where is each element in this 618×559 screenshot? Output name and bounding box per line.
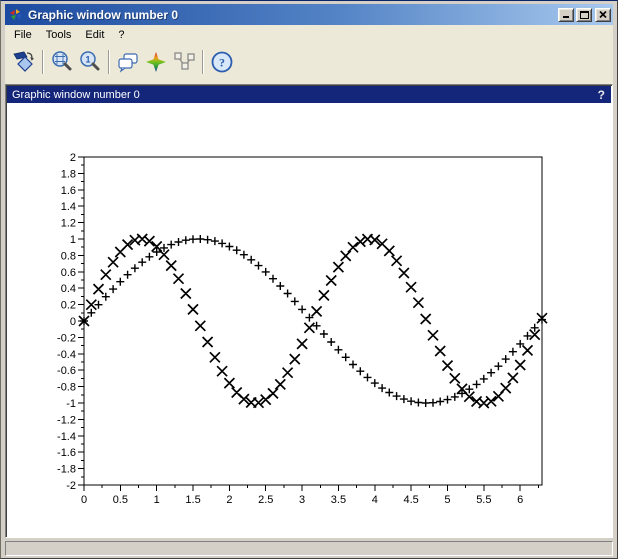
zoom-reset-icon: 1 bbox=[80, 51, 100, 71]
speech-bubbles-icon bbox=[118, 53, 138, 73]
svg-text:-0.2: -0.2 bbox=[57, 332, 76, 344]
scilab-app-icon bbox=[10, 8, 22, 20]
figure-editor-button[interactable] bbox=[142, 48, 170, 76]
svg-text:1.4: 1.4 bbox=[61, 201, 76, 213]
svg-text:-1.6: -1.6 bbox=[57, 447, 76, 459]
svg-text:-1.8: -1.8 bbox=[57, 464, 76, 476]
rotate-3d-icon bbox=[13, 51, 34, 72]
entity-picker-icon bbox=[174, 52, 195, 70]
status-bar bbox=[5, 541, 613, 556]
svg-text:-0.8: -0.8 bbox=[57, 382, 76, 394]
toolbar-separator bbox=[202, 50, 204, 74]
colored-diamond-icon bbox=[146, 52, 166, 72]
figure-info-bar: Graphic window number 0 ? bbox=[7, 86, 611, 103]
svg-text:5.5: 5.5 bbox=[476, 494, 491, 506]
svg-text:2.5: 2.5 bbox=[258, 494, 273, 506]
svg-text:0.5: 0.5 bbox=[113, 494, 128, 506]
svg-text:?: ? bbox=[219, 56, 225, 70]
svg-text:4: 4 bbox=[372, 494, 378, 506]
svg-text:0.6: 0.6 bbox=[61, 267, 76, 279]
svg-text:1.2: 1.2 bbox=[61, 218, 76, 230]
help-icon: ? bbox=[211, 51, 233, 73]
toolbar-separator bbox=[108, 50, 110, 74]
zoom-area-button[interactable] bbox=[48, 48, 76, 76]
plot-canvas: 0 0.5 1 1.5 2 2.5 3 3.5 4 4.5 5 5.5 6 -2 -1.8 -1.6 -1.4 -… bbox=[7, 103, 611, 536]
close-button[interactable] bbox=[595, 7, 611, 22]
zoom-area-icon bbox=[52, 51, 72, 71]
svg-text:0: 0 bbox=[81, 494, 87, 506]
infobar-help-icon[interactable]: ? bbox=[597, 87, 605, 102]
svg-text:1.8: 1.8 bbox=[61, 168, 76, 180]
svg-text:-2: -2 bbox=[66, 480, 76, 492]
svg-text:-0.4: -0.4 bbox=[57, 349, 76, 361]
rotate-3d-button[interactable] bbox=[10, 48, 38, 76]
title-bar[interactable]: Graphic window number 0 bbox=[5, 4, 613, 25]
figure-title: Graphic window number 0 bbox=[12, 88, 140, 101]
svg-text:0: 0 bbox=[70, 316, 76, 328]
toolbar-separator bbox=[42, 50, 44, 74]
minimize-icon bbox=[563, 16, 569, 18]
tool-bar: 1 bbox=[5, 44, 613, 84]
svg-text:0.8: 0.8 bbox=[61, 250, 76, 262]
window-title: Graphic window number 0 bbox=[28, 7, 179, 22]
svg-text:2: 2 bbox=[226, 494, 232, 506]
svg-text:-1.2: -1.2 bbox=[57, 414, 76, 426]
close-icon bbox=[599, 11, 607, 18]
plot-svg[interactable]: 0 0.5 1 1.5 2 2.5 3 3.5 4 4.5 5 5.5 6 -2 -1.8 -1.6 -1.4 -… bbox=[7, 103, 611, 536]
svg-text:0.4: 0.4 bbox=[61, 283, 76, 295]
menu-item-edit[interactable]: Edit bbox=[85, 28, 105, 41]
svg-text:5: 5 bbox=[444, 494, 450, 506]
svg-text:6: 6 bbox=[517, 494, 523, 506]
svg-text:0.2: 0.2 bbox=[61, 300, 76, 312]
menu-item-file[interactable]: File bbox=[14, 28, 32, 41]
svg-text:-1.4: -1.4 bbox=[57, 431, 76, 443]
svg-text:-1: -1 bbox=[66, 398, 76, 410]
figure-panel: Graphic window number 0 ? 0 0.5 1 1.5 2 2.5 3 3… bbox=[5, 84, 613, 538]
menu-item-help[interactable]: ? bbox=[118, 28, 125, 41]
svg-text:1: 1 bbox=[70, 234, 76, 246]
annotations-button[interactable] bbox=[114, 48, 142, 76]
svg-text:-0.6: -0.6 bbox=[57, 365, 76, 377]
svg-text:4.5: 4.5 bbox=[403, 494, 418, 506]
svg-text:1.6: 1.6 bbox=[61, 185, 76, 197]
svg-text:3.5: 3.5 bbox=[331, 494, 346, 506]
maximize-button[interactable] bbox=[576, 7, 592, 22]
svg-text:1: 1 bbox=[154, 494, 160, 506]
svg-text:1: 1 bbox=[85, 55, 90, 65]
menu-bar: File Tools Edit ? bbox=[5, 25, 613, 44]
maximize-icon bbox=[579, 10, 589, 19]
svg-text:1.5: 1.5 bbox=[185, 494, 200, 506]
minimize-button[interactable] bbox=[558, 7, 574, 22]
menu-item-tools[interactable]: Tools bbox=[45, 28, 72, 41]
help-button[interactable]: ? bbox=[208, 48, 236, 76]
entity-picker-button[interactable] bbox=[170, 48, 198, 76]
svg-text:3: 3 bbox=[299, 494, 305, 506]
zoom-reset-button[interactable]: 1 bbox=[76, 48, 104, 76]
svg-text:2: 2 bbox=[70, 152, 76, 164]
